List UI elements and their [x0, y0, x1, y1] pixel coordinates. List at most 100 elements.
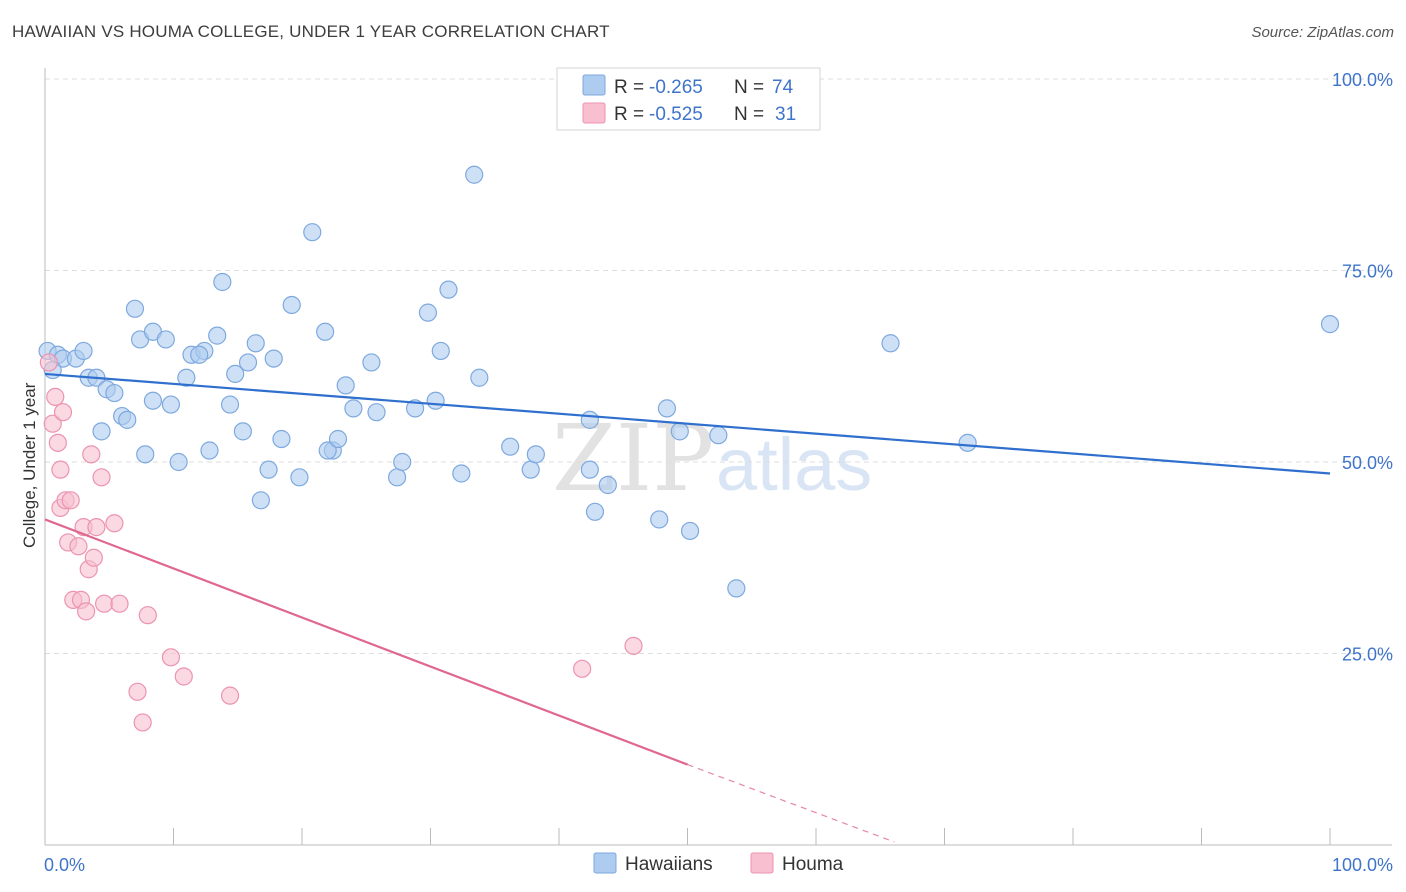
houma-point — [174, 667, 193, 686]
hawaiians-point — [393, 452, 412, 472]
hawaiians-point — [709, 426, 728, 445]
hawaiians-point — [259, 460, 278, 479]
hawaiians-point — [431, 341, 450, 361]
hawaiians-point — [190, 345, 209, 364]
hawaiians-point — [727, 579, 746, 598]
legend-swatch-hawaiians — [582, 74, 606, 96]
legend-swatch-houma — [582, 102, 606, 124]
houma-point — [92, 468, 111, 487]
hawaiians-point — [328, 429, 348, 449]
houma-point — [39, 353, 58, 372]
hawaiians-point — [344, 399, 363, 418]
watermark-zip: ZIP — [552, 405, 714, 512]
houma-point — [43, 414, 62, 433]
trend-lines — [44, 372, 1331, 843]
correlation-legend: R = -0.265 N = 74 R = -0.525 N = 31 — [556, 67, 821, 131]
hawaiians-point — [156, 330, 175, 349]
houma-point — [138, 606, 157, 625]
legend-n-value-1: 74 — [772, 77, 794, 98]
hawaiians-point — [213, 272, 232, 292]
x-tick-label-end: 100.0% — [1332, 855, 1393, 875]
hawaiians-point — [246, 334, 265, 353]
hawaiians-point — [452, 464, 471, 483]
hawaiians-point — [251, 491, 270, 510]
hawaiians-point — [125, 299, 145, 318]
hawaiians-point — [580, 460, 599, 479]
houma-point — [69, 537, 88, 556]
hawaiians-point — [220, 395, 240, 414]
houma-point — [53, 403, 73, 422]
houma-point — [573, 659, 592, 678]
hawaiians-point — [418, 303, 438, 322]
hawaiians-trend-line — [44, 372, 1331, 475]
hawaiians-point — [264, 349, 283, 368]
hawaiians-point — [650, 510, 669, 529]
houma-point — [110, 594, 129, 613]
legend-r-label-2: R = — [614, 104, 644, 125]
houma-point — [82, 445, 101, 464]
houma-trend-line — [44, 518, 688, 766]
houma-point — [48, 433, 67, 452]
legend-n-label-2: N = — [734, 104, 764, 125]
houma-point — [61, 491, 80, 510]
hawaiians-point — [470, 368, 489, 387]
series-legend-houma: Houma — [782, 854, 844, 875]
houma-point — [77, 602, 96, 621]
hawaiians-point — [670, 422, 689, 441]
hawaiians-point — [526, 445, 545, 464]
y-tick-label-100: 100.0% — [1332, 70, 1393, 90]
houma-point — [220, 686, 240, 705]
series-legend-swatch-hawaiians — [593, 852, 617, 874]
source-credit: Source: ZipAtlas.com — [1251, 24, 1394, 41]
houma-point — [128, 682, 147, 701]
hawaiians-point — [169, 452, 188, 472]
series-legend-hawaiians: Hawaiians — [625, 854, 713, 875]
legend-r-value-2: -0.525 — [649, 104, 703, 125]
series-legend-swatch-houma — [750, 852, 774, 874]
houma-point — [133, 713, 152, 732]
hawaiians-point — [405, 399, 425, 418]
data-points — [38, 165, 1340, 732]
legend-r-label-1: R = — [614, 77, 644, 98]
hawaiians-point — [580, 410, 599, 429]
hawaiians-point — [303, 223, 322, 242]
hawaiians-point — [501, 437, 520, 456]
hawaiians-point — [598, 475, 617, 495]
hawaiians-point — [657, 399, 677, 418]
hawaiians-point — [233, 422, 252, 441]
hawaiians-point — [680, 521, 700, 541]
hawaiians-point — [958, 433, 977, 452]
legend-r-value-1: -0.265 — [649, 77, 703, 98]
tick-labels: 25.0% 50.0% 75.0% 100.0% 0.0% 100.0% — [44, 70, 1393, 875]
hawaiians-point — [143, 391, 163, 410]
hawaiians-point — [118, 410, 137, 429]
hawaiians-point — [92, 422, 111, 441]
hawaiians-point — [272, 429, 291, 449]
houma-point — [105, 514, 124, 533]
houma-point — [46, 387, 65, 406]
series-legend: Hawaiians Houma — [593, 852, 844, 875]
x-tick-label-start: 0.0% — [44, 855, 85, 875]
y-tick-label-75: 75.0% — [1342, 262, 1393, 282]
series-hawaiians — [38, 165, 1340, 598]
hawaiians-point — [161, 395, 181, 414]
hawaiians-point — [226, 364, 245, 384]
legend-n-value-2: 31 — [775, 104, 796, 125]
series-houma — [39, 353, 643, 732]
hawaiians-point — [367, 403, 386, 422]
legend-n-label-1: N = — [734, 77, 764, 98]
hawaiians-point — [105, 383, 124, 403]
axes — [44, 68, 1392, 846]
hawaiians-point — [208, 326, 227, 345]
hawaiians-point — [200, 441, 219, 460]
hawaiians-point — [426, 391, 445, 410]
houma-point — [161, 648, 181, 667]
y-tick-label-25: 25.0% — [1342, 645, 1393, 665]
houma-trend-extension — [687, 764, 895, 843]
houma-point — [95, 594, 114, 613]
houma-point — [84, 548, 103, 567]
hawaiians-point — [290, 468, 309, 487]
hawaiians-point — [74, 341, 93, 361]
y-axis-label: College, Under 1 year — [20, 382, 39, 548]
